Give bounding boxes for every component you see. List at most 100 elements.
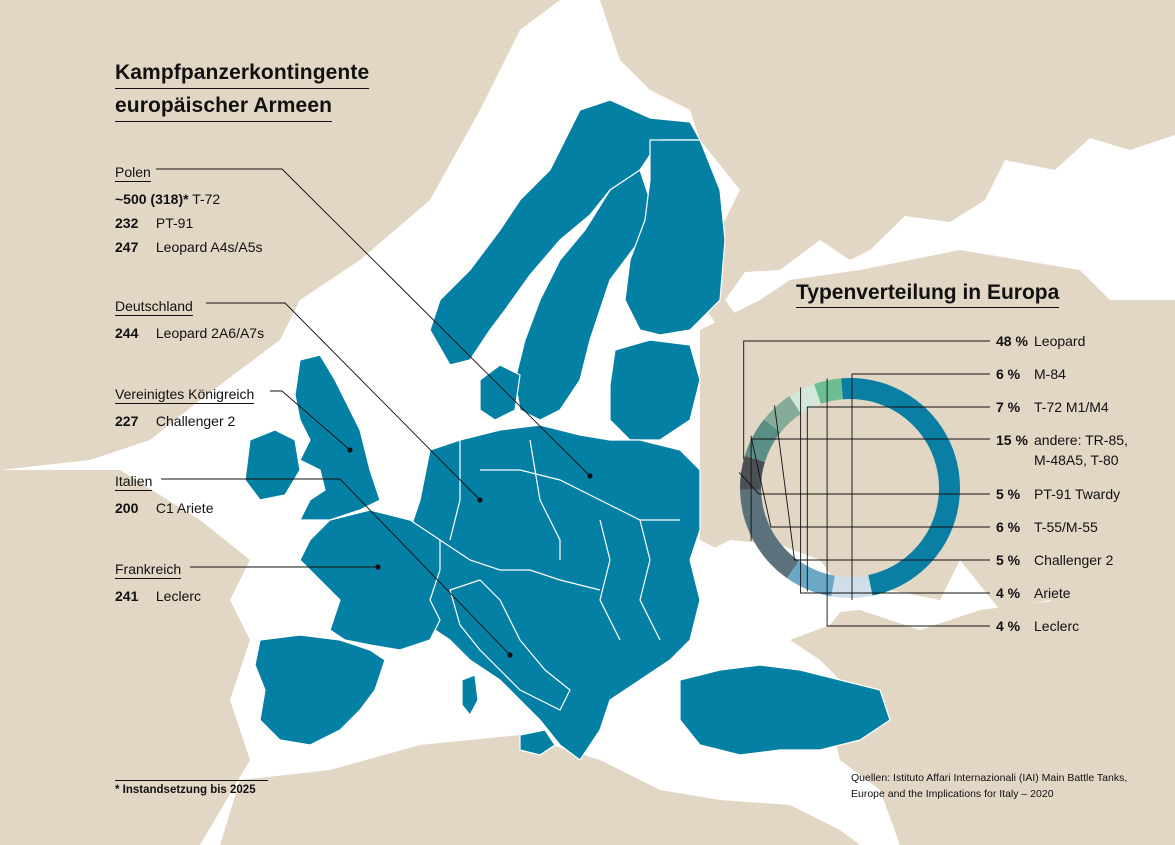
legend-label: T-72 M1/M4	[1034, 399, 1109, 415]
region-ireland	[244, 429, 301, 501]
region-baltics	[609, 339, 701, 441]
marker-polen	[587, 473, 593, 479]
legend-leader-line	[800, 387, 990, 594]
legend-item: 6 % T-55/M-55	[996, 517, 1098, 537]
tank-model: Leopard A4s/A5s	[155, 239, 263, 255]
region-finland	[624, 139, 726, 336]
region-iberia	[254, 634, 386, 746]
region-sardinia	[461, 674, 479, 716]
legend-percent: 48 %	[996, 333, 1028, 349]
legend-item: 4 % Leclerc	[996, 616, 1079, 636]
legend-label: Leclerc	[1034, 618, 1080, 634]
europe-countries	[244, 99, 891, 761]
legend-leader-line	[743, 340, 990, 460]
region-sicily	[519, 729, 556, 756]
main-title-line1: Kampfpanzerkontingente	[115, 58, 370, 89]
legend-leader-line	[806, 406, 990, 592]
legend-leader-line	[851, 373, 990, 600]
tank-row: 244 Leopard 2A6/A7s	[115, 321, 264, 345]
land-north-east	[600, 0, 1175, 330]
donut-slice	[764, 396, 802, 433]
leader-italien	[161, 478, 511, 656]
legend-percent: 15 %	[996, 432, 1028, 448]
leader-uk	[270, 390, 351, 451]
country-block: Polen ~500 (318)* T-72 232 PT-91 247 Leopar…	[115, 160, 263, 259]
land-west-south	[0, 470, 250, 845]
legend-label: Leopard	[1034, 333, 1086, 349]
tank-model: Leopard 2A6/A7s	[155, 325, 265, 341]
legend-leader-line	[750, 438, 990, 541]
legend-label: PT-91 Twardy	[1034, 486, 1121, 502]
country-name: Polen	[115, 164, 151, 182]
land-middle-east	[760, 600, 1175, 845]
country-block: Deutschland 244 Leopard 2A6/A7s	[115, 294, 264, 345]
marker-deutschland	[477, 497, 483, 503]
country-block: Frankreich 241 Leclerc	[115, 557, 201, 608]
donut-legend-lines	[738, 340, 990, 627]
leader-lines	[156, 168, 591, 656]
legend-label: Ariete	[1034, 585, 1071, 601]
tank-row: 200 C1 Ariete	[115, 496, 213, 520]
legend-percent: 4 %	[996, 585, 1021, 601]
country-block: Italien 200 C1 Ariete	[115, 469, 213, 520]
tank-row: ~500 (318)* T-72	[115, 187, 263, 211]
marker-uk	[347, 447, 353, 453]
tank-row: 241 Leclerc	[115, 584, 201, 608]
tank-model: Leclerc	[155, 588, 202, 604]
legend-label: andere: TR-85, M-48A5, T-80	[1034, 432, 1128, 468]
tank-model: T-72	[192, 191, 221, 207]
tank-count: 227	[115, 413, 139, 429]
legend-percent: 5 %	[996, 552, 1021, 568]
country-borders	[439, 439, 680, 641]
source-note: Quellen: Istituto Affari Internazionali …	[851, 772, 1128, 800]
leader-polen	[156, 168, 591, 477]
country-name: Deutschland	[115, 298, 193, 316]
donut-slice	[740, 455, 765, 490]
region-central-east	[399, 424, 701, 761]
tank-model: C1 Ariete	[155, 500, 214, 516]
donut-slice	[814, 378, 843, 404]
tank-count: 244	[115, 325, 139, 341]
donut-slice	[786, 560, 835, 597]
legend-item: 5 % Challenger 2	[996, 550, 1113, 570]
legend-leader-line	[774, 405, 990, 561]
legend-leader-line	[826, 378, 990, 627]
region-uk	[294, 354, 381, 521]
tank-row: 247 Leopard A4s/A5s	[115, 235, 263, 259]
tank-model: Challenger 2	[155, 413, 236, 429]
main-title: Kampfpanzerkontingente europäischer Arme…	[115, 56, 370, 122]
country-markers	[347, 447, 593, 658]
legend-item: 5 % PT-91 Twardy	[996, 484, 1120, 504]
main-title-line2: europäischer Armeen	[115, 91, 333, 122]
donut-slice	[841, 377, 961, 596]
legend-percent: 5 %	[996, 486, 1021, 502]
donut-slice	[789, 383, 822, 414]
tank-count: 232	[115, 215, 139, 231]
legend-leader-line	[750, 435, 990, 528]
country-name: Frankreich	[115, 561, 182, 579]
legend-label: T-55/M-55	[1034, 519, 1098, 535]
legend-leader-line	[738, 472, 990, 495]
country-block: Vereinigtes Königreich 227 Challenger 2	[115, 382, 255, 433]
tank-model: PT-91	[155, 215, 194, 231]
distribution-title: Typenverteilung in Europa	[796, 279, 1060, 308]
legend-item: 48 % Leopard	[996, 331, 1085, 351]
tank-row: 232 PT-91	[115, 211, 263, 235]
marker-frankreich	[375, 564, 381, 570]
legend-percent: 6 %	[996, 366, 1021, 382]
legend-item: 7 % T-72 M1/M4	[996, 397, 1109, 417]
tank-count: ~500 (318)*	[115, 191, 189, 207]
region-denmark	[479, 364, 521, 421]
tank-count: 200	[115, 500, 139, 516]
country-name: Vereinigtes Königreich	[115, 386, 255, 404]
region-italy	[449, 579, 571, 711]
donut-slice	[740, 489, 799, 579]
country-name: Italien	[115, 473, 153, 491]
legend-label: Challenger 2	[1034, 552, 1114, 568]
legend-label: M-84	[1034, 366, 1066, 382]
type-distribution-donut	[740, 377, 961, 598]
legend-item: 4 % Ariete	[996, 583, 1071, 603]
black-sea	[690, 540, 850, 640]
